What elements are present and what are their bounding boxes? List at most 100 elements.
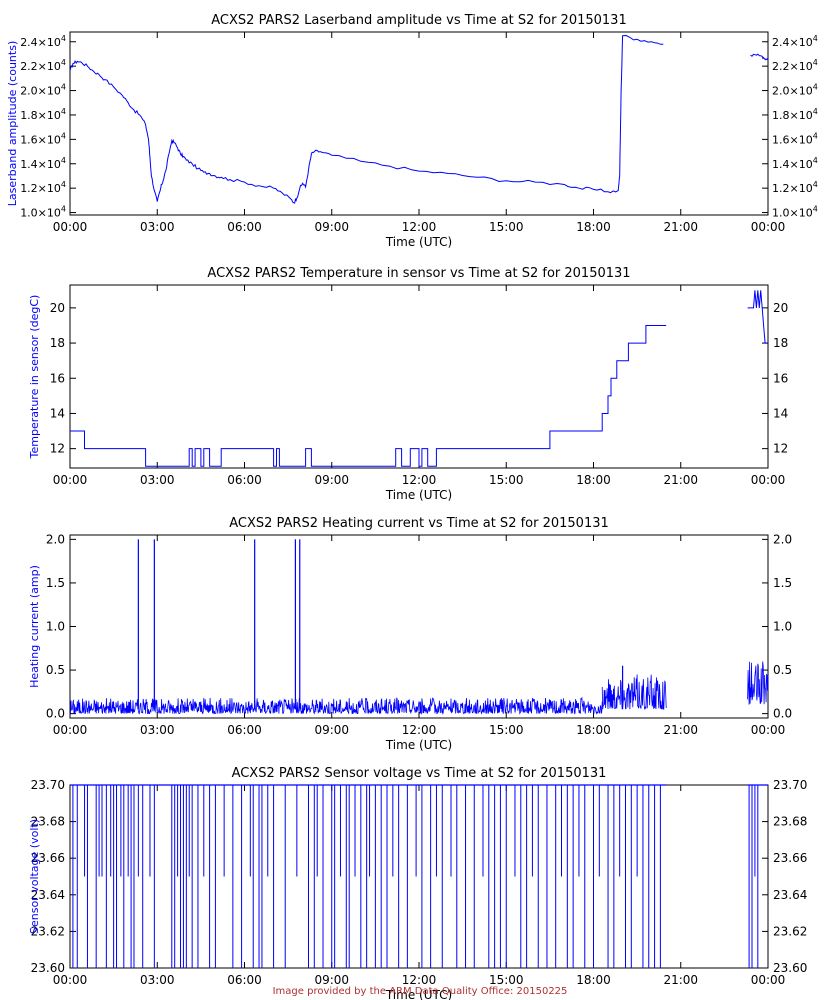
- x-tick-label: 03:00: [140, 973, 175, 987]
- x-tick-label: 00:00: [53, 723, 88, 737]
- y-tick-label: 23.66: [31, 851, 65, 865]
- y-tick-label-right: 23.66: [773, 851, 807, 865]
- x-tick-label: 12:00: [402, 723, 437, 737]
- y-tick-label: 16: [50, 371, 65, 385]
- x-tick-label: 00:00: [751, 973, 786, 987]
- x-tick-label: 15:00: [489, 723, 524, 737]
- x-tick-label: 18:00: [576, 723, 611, 737]
- y-tick-label: 2.0: [46, 532, 65, 546]
- y-tick-label: 2.2×104: [20, 58, 66, 73]
- y-tick-label: 2.0×104: [772, 83, 818, 98]
- y-axis-label: Laserband amplitude (counts): [6, 41, 19, 207]
- x-tick-label: 15:00: [489, 973, 524, 987]
- y-tick-label: 1.4×104: [20, 156, 66, 171]
- y-tick-label: 12: [50, 442, 65, 456]
- y-tick-label: 20: [50, 301, 65, 315]
- y-tick-label: 0.0: [46, 707, 65, 721]
- y-tick-label: 2.0×104: [20, 83, 66, 98]
- data-noise: [747, 661, 769, 705]
- x-tick-label: 06:00: [227, 723, 262, 737]
- data-line: [69, 34, 664, 204]
- y-tick-label-right: 1.0: [773, 620, 792, 634]
- data-line: [70, 325, 667, 467]
- y-tick-label: 23.70: [31, 778, 65, 792]
- y-tick-label-right: 23.68: [773, 815, 807, 829]
- x-tick-label: 03:00: [140, 473, 175, 487]
- x-tick-label: 12:00: [402, 220, 437, 234]
- x-tick-label: 00:00: [53, 973, 88, 987]
- y-tick-label-right: 1.5: [773, 576, 792, 590]
- x-axis-label: Time (UTC): [385, 488, 452, 502]
- x-tick-label: 09:00: [314, 220, 349, 234]
- y-tick-label: 1.8×104: [20, 107, 66, 122]
- y-tick-label-right: 23.70: [773, 778, 807, 792]
- y-tick-label: 14: [50, 406, 65, 420]
- y-tick-label: 23.68: [31, 815, 65, 829]
- x-tick-label: 21:00: [663, 973, 698, 987]
- y-tick-label-right: 18: [773, 336, 788, 350]
- y-tick-label: 2.4×104: [772, 34, 818, 49]
- y-tick-label-right: 23.62: [773, 924, 807, 938]
- x-tick-label: 06:00: [227, 973, 262, 987]
- x-tick-label: 00:00: [751, 220, 786, 234]
- x-tick-label: 03:00: [140, 220, 175, 234]
- x-tick-label: 12:00: [402, 473, 437, 487]
- y-tick-label-right: 14: [773, 406, 788, 420]
- chart-title: ACXS2 PARS2 Laserband amplitude vs Time …: [211, 13, 626, 28]
- y-tick-label: 1.5: [46, 576, 65, 590]
- chart-panel-3: ACXS2 PARS2 Heating current vs Time at S…: [28, 516, 792, 752]
- y-tick-label-right: 23.64: [773, 888, 807, 902]
- y-tick-label-right: 20: [773, 301, 788, 315]
- x-tick-label: 18:00: [576, 473, 611, 487]
- x-tick-label: 12:00: [402, 973, 437, 987]
- y-tick-label-right: 23.60: [773, 961, 807, 975]
- x-tick-label: 15:00: [489, 220, 524, 234]
- x-tick-label: 18:00: [576, 973, 611, 987]
- chart-panel-2: ACXS2 PARS2 Temperature in sensor vs Tim…: [28, 266, 788, 502]
- y-tick-label-right: 16: [773, 371, 788, 385]
- data-noise: [601, 674, 667, 711]
- x-tick-label: 21:00: [663, 220, 698, 234]
- x-tick-label: 00:00: [53, 220, 88, 234]
- data-line: [747, 290, 768, 344]
- y-tick-label: 1.0×104: [20, 205, 66, 220]
- y-tick-label-right: 2.0: [773, 532, 792, 546]
- y-tick-label: 0.5: [46, 663, 65, 677]
- y-tick-label: 1.6×104: [20, 131, 66, 146]
- y-tick-label: 2.2×104: [772, 58, 818, 73]
- y-tick-label: 23.62: [31, 924, 65, 938]
- y-axis-label: Sensor voltage (volt): [28, 819, 41, 934]
- y-tick-label: 1.2×104: [772, 180, 818, 195]
- y-axis-label: Temperature in sensor (degC): [28, 295, 41, 460]
- x-tick-label: 06:00: [227, 220, 262, 234]
- x-tick-label: 00:00: [751, 723, 786, 737]
- x-axis-label: Time (UTC): [385, 738, 452, 752]
- x-axis-label: Time (UTC): [385, 235, 452, 249]
- x-tick-label: 06:00: [227, 473, 262, 487]
- plot-frame: [69, 284, 769, 469]
- y-tick-label: 1.8×104: [772, 107, 818, 122]
- y-tick-label-right: 0.0: [773, 707, 792, 721]
- x-axis-label: Time (UTC): [385, 988, 452, 1000]
- x-tick-label: 15:00: [489, 473, 524, 487]
- x-tick-label: 00:00: [751, 473, 786, 487]
- chart-title: ACXS2 PARS2 Heating current vs Time at S…: [229, 516, 609, 531]
- y-tick-label-right: 12: [773, 442, 788, 456]
- x-tick-label: 09:00: [314, 473, 349, 487]
- x-tick-label: 00:00: [53, 473, 88, 487]
- data-line: [750, 53, 769, 61]
- x-tick-label: 09:00: [314, 973, 349, 987]
- y-tick-label: 1.4×104: [772, 156, 818, 171]
- footer-credit: Image provided by the ARM Data Quality O…: [272, 986, 568, 997]
- x-tick-label: 21:00: [663, 723, 698, 737]
- y-tick-label: 18: [50, 336, 65, 350]
- chart-title: ACXS2 PARS2 Temperature in sensor vs Tim…: [207, 266, 630, 281]
- x-tick-label: 03:00: [140, 723, 175, 737]
- y-tick-label: 23.60: [31, 961, 65, 975]
- chart-panel-4: ACXS2 PARS2 Sensor voltage vs Time at S2…: [28, 766, 807, 1000]
- x-tick-label: 09:00: [314, 723, 349, 737]
- y-tick-label: 1.6×104: [772, 131, 818, 146]
- y-tick-label: 1.2×104: [20, 180, 66, 195]
- chart-panel-1: ACXS2 PARS2 Laserband amplitude vs Time …: [6, 13, 818, 249]
